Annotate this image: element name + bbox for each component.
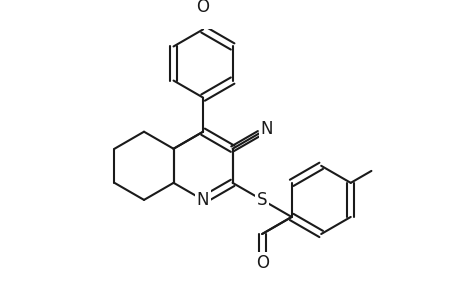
Text: N: N [196,191,209,209]
Text: O: O [196,0,209,16]
Text: S: S [256,191,267,209]
Text: O: O [255,254,268,272]
Text: N: N [260,120,273,138]
